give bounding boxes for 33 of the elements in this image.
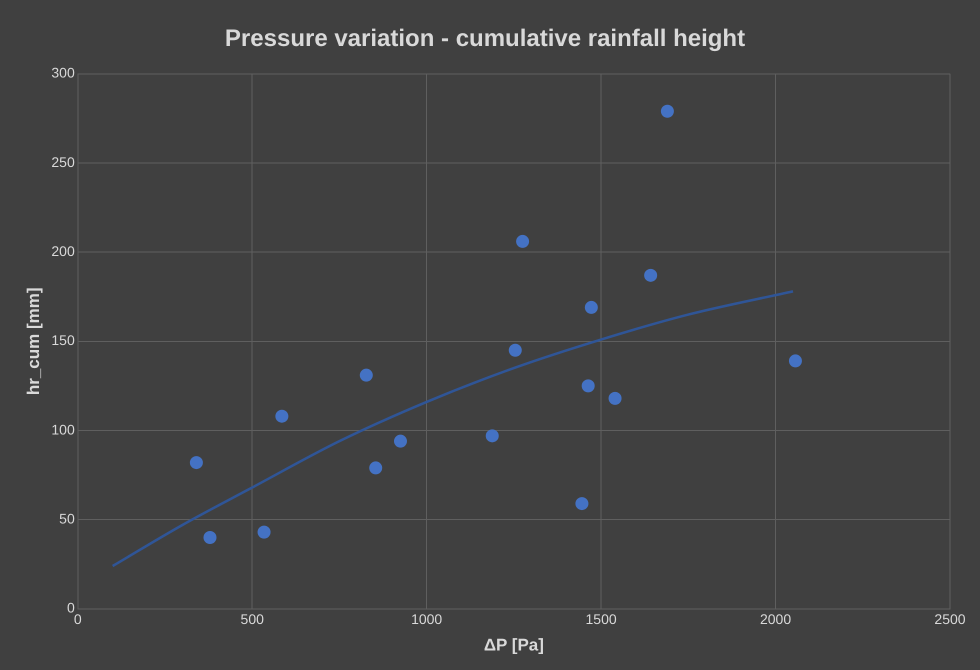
point (584, 300, 598, 314)
point (660, 104, 674, 118)
y-tick-label: 0 (66, 600, 75, 616)
y-tick-label: 150 (51, 332, 75, 348)
point (394, 434, 407, 448)
point (190, 456, 203, 470)
line-series (111, 290, 794, 568)
x-tick-label: 1500 (586, 611, 617, 628)
x-axis-title: ΔP [Pa] (484, 635, 544, 654)
y-tick-label: 100 (51, 421, 75, 438)
point (275, 410, 288, 423)
y-tick-label: 50 (59, 510, 75, 526)
point (486, 429, 499, 442)
y-axis-title: hr_cum [mm] (24, 287, 43, 396)
point (508, 344, 522, 357)
chart-title: Pressure variation - cumulative rainfall height (224, 25, 746, 52)
point (203, 530, 216, 544)
x-tick-label: 1000 (411, 611, 442, 628)
point (788, 354, 802, 368)
point (258, 526, 271, 539)
y-tick-label: 300 (51, 64, 75, 81)
y-tick-label: 250 (51, 154, 75, 170)
x-tick-label: 2500 (934, 611, 966, 628)
point (575, 497, 588, 510)
x-tick-label: 500 (240, 611, 264, 628)
point (516, 234, 530, 248)
point (360, 368, 373, 382)
point (582, 379, 595, 392)
point (608, 392, 622, 405)
point (369, 461, 382, 474)
y-tick-label: 200 (51, 242, 75, 259)
point (644, 268, 658, 282)
x-tick-label: 2000 (760, 611, 792, 628)
